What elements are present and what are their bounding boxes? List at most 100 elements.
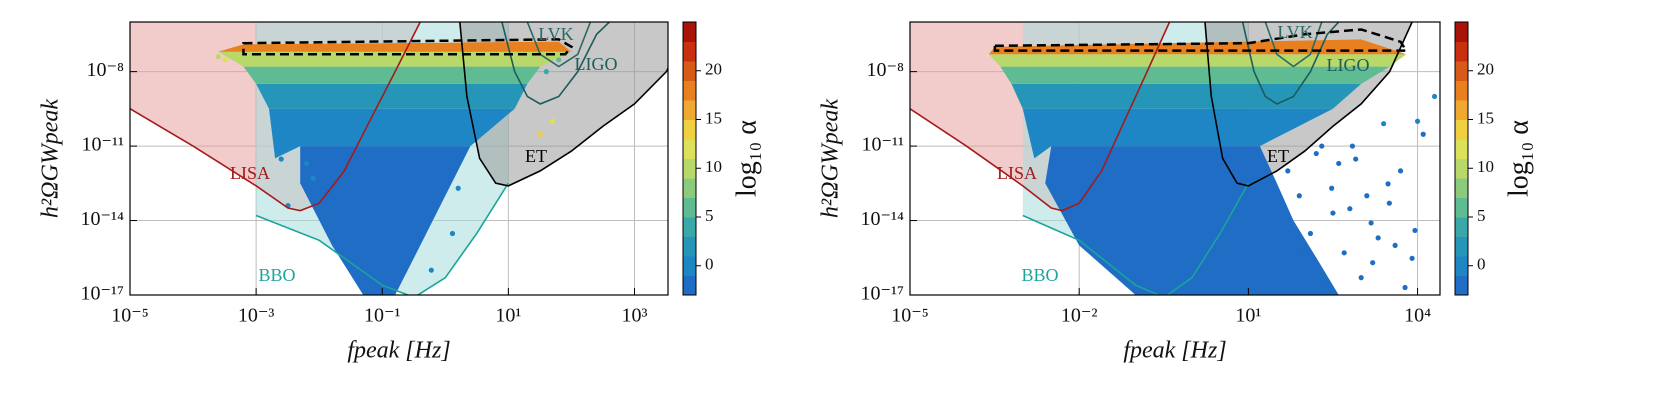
x-tick-label: 10⁴ bbox=[1404, 305, 1431, 327]
scatter-point bbox=[1329, 185, 1335, 191]
curve-label: LIGO bbox=[575, 54, 618, 74]
scatter-point bbox=[556, 57, 562, 63]
curve-label: ET bbox=[525, 146, 547, 166]
x-tick-label: 10¹ bbox=[495, 305, 521, 327]
scatter-region bbox=[1022, 108, 1333, 159]
curve-label: LVK bbox=[1277, 22, 1312, 42]
colorbar-band bbox=[1455, 80, 1468, 101]
curve-label: LISA bbox=[230, 163, 270, 183]
scatter-point bbox=[222, 57, 228, 63]
scatter-region bbox=[1045, 146, 1339, 295]
scatter-point bbox=[1368, 220, 1374, 226]
curve-label: LVK bbox=[538, 24, 573, 44]
x-axis-label: fpeak [Hz] bbox=[347, 338, 450, 364]
y-tick-label: 10⁻¹⁴ bbox=[860, 208, 904, 230]
scatter-point bbox=[1296, 193, 1302, 199]
scatter-point bbox=[291, 143, 297, 149]
y-tick-label: 10⁻⁸ bbox=[866, 59, 904, 81]
colorbar-tick-label: 0 bbox=[705, 255, 714, 274]
plot-area bbox=[130, 22, 668, 295]
scatter-point bbox=[278, 156, 284, 162]
colorbar-band bbox=[683, 80, 696, 101]
curve-label: ET bbox=[1267, 146, 1289, 166]
y-tick-label: 10⁻¹⁷ bbox=[80, 283, 124, 305]
sensitivity-curve bbox=[1204, 22, 1413, 187]
x-axis-label: fpeak [Hz] bbox=[1123, 338, 1226, 364]
colorbar-tick-label: 20 bbox=[705, 60, 722, 79]
sensitivity-curve bbox=[501, 22, 610, 105]
y-tick-label: 10⁻⁸ bbox=[86, 59, 124, 81]
colorbar-band bbox=[1455, 158, 1468, 179]
sensitivity-curve bbox=[255, 182, 510, 295]
scatter-point bbox=[1336, 160, 1342, 167]
scatter-point bbox=[1402, 284, 1408, 291]
scatter-point bbox=[1409, 255, 1415, 261]
scatter-point bbox=[303, 160, 310, 167]
sensitivity-curve bbox=[459, 22, 668, 187]
scatter-point bbox=[1347, 206, 1353, 212]
scatter-region bbox=[218, 41, 572, 52]
colorbar-band bbox=[683, 22, 696, 42]
colorbar-band bbox=[1455, 236, 1468, 257]
colorbar-tick-label: 20 bbox=[1477, 60, 1494, 79]
colorbar-label: log₁₀ α bbox=[1503, 120, 1534, 197]
colorbar-band bbox=[1455, 41, 1468, 62]
plot-frame bbox=[129, 21, 669, 296]
scatter-point bbox=[1375, 235, 1381, 241]
x-tick-label: 10¹ bbox=[1235, 305, 1261, 327]
colorbar-band bbox=[1455, 197, 1468, 218]
scatter-point bbox=[1285, 168, 1291, 174]
scatter-region bbox=[256, 83, 528, 109]
x-tick-label: 10³ bbox=[621, 305, 647, 327]
colorbar-band bbox=[1455, 22, 1468, 42]
scatter-point bbox=[1381, 121, 1387, 127]
scatter-point bbox=[1324, 280, 1330, 286]
scatter-point bbox=[310, 175, 316, 181]
plot-frame bbox=[909, 21, 1441, 296]
colorbar-band bbox=[683, 178, 696, 198]
x-tick-label: 10⁻⁵ bbox=[111, 305, 149, 327]
sensitivity-curve bbox=[1241, 22, 1340, 105]
scatter-region bbox=[1011, 83, 1362, 109]
colorbar-band bbox=[1455, 178, 1468, 198]
scatter-point bbox=[1307, 230, 1314, 237]
panel: 10⁻⁵ 10⁻³ 10⁻¹ 10¹ 10³ 10⁻¹⁷ 10⁻¹⁴ 10⁻¹¹ 10⁻⁸ LIS… bbox=[38, 21, 762, 364]
boundary bbox=[242, 38, 574, 56]
colorbar-tick-label: 5 bbox=[1477, 206, 1486, 225]
curve-label: LISA bbox=[997, 163, 1037, 183]
colorbar-band bbox=[1455, 275, 1468, 296]
scatter-point bbox=[1319, 143, 1325, 149]
colorbar-band bbox=[683, 158, 696, 179]
colorbar-tick-label: 10 bbox=[1477, 157, 1494, 176]
scatter-point bbox=[1313, 150, 1319, 157]
scatter-point bbox=[1330, 210, 1336, 216]
scatter-point bbox=[1397, 168, 1404, 174]
y-tick-label: 10⁻¹¹ bbox=[861, 134, 904, 156]
scatter-region bbox=[988, 54, 1407, 67]
boundary bbox=[993, 28, 1409, 52]
colorbar-band bbox=[683, 139, 696, 159]
colorbar-band bbox=[683, 100, 696, 120]
colorbar-band bbox=[683, 236, 696, 257]
scatter-point bbox=[1349, 143, 1356, 149]
curve-label: BBO bbox=[258, 265, 295, 285]
x-tick-label: 10⁻³ bbox=[238, 305, 275, 327]
scatter-point bbox=[455, 185, 461, 191]
scatter-point bbox=[1358, 275, 1364, 281]
y-tick-label: 10⁻¹⁴ bbox=[80, 208, 124, 230]
y-axis-label: h²ΩGWpeak bbox=[38, 99, 64, 219]
scatter-point bbox=[1420, 131, 1426, 137]
scatter-region bbox=[268, 108, 515, 159]
scatter-point bbox=[1364, 193, 1370, 199]
colorbar-band bbox=[683, 41, 696, 62]
scatter-point bbox=[1392, 242, 1398, 248]
colorbar-band bbox=[683, 256, 696, 276]
sensitivity-curve bbox=[526, 22, 592, 68]
scatter-point bbox=[449, 230, 456, 237]
curve-label: BBO bbox=[1021, 265, 1058, 285]
scatter-point bbox=[215, 54, 221, 60]
y-axis-label: h²ΩGWpeak bbox=[818, 99, 844, 219]
sensitivity-curve bbox=[1022, 182, 1250, 295]
scatter-region bbox=[1000, 66, 1390, 84]
